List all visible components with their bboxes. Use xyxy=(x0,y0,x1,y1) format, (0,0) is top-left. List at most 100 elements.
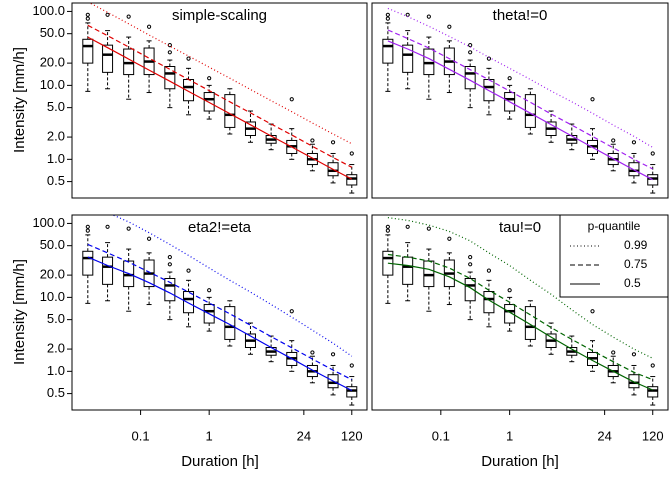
box xyxy=(102,256,114,285)
plot-area xyxy=(82,215,358,406)
legend-title: p-quantile xyxy=(588,219,641,233)
y-tick-label: 2.0 xyxy=(47,341,65,356)
box xyxy=(402,256,414,285)
outlier xyxy=(207,76,212,81)
outlier xyxy=(385,228,390,233)
legend-box xyxy=(559,214,669,298)
quantile-curve xyxy=(87,243,353,381)
outlier xyxy=(126,14,131,19)
box xyxy=(402,44,414,73)
outlier xyxy=(186,268,191,273)
y-tick-label: 20.0 xyxy=(40,267,65,282)
box xyxy=(524,306,536,340)
quantile-curve xyxy=(387,40,653,181)
x-axis-title: Duration [h] xyxy=(181,453,259,470)
outlier xyxy=(447,24,452,29)
outlier xyxy=(507,76,512,81)
outlier xyxy=(167,255,172,260)
y-tick-label: 0.5 xyxy=(47,173,65,188)
y-tick-label: 20.0 xyxy=(40,55,65,70)
y-tick-label: 10.0 xyxy=(40,289,65,304)
outlier xyxy=(468,43,473,48)
box xyxy=(647,174,659,186)
y-tick-label: 100.0 xyxy=(32,215,65,230)
outlier xyxy=(631,352,637,357)
box xyxy=(164,278,176,302)
box xyxy=(123,48,135,76)
outlier xyxy=(289,97,294,102)
box xyxy=(504,304,516,324)
outlier xyxy=(85,228,90,233)
y-tick-label: 1.0 xyxy=(47,151,65,166)
box xyxy=(346,386,358,398)
legend-label: 0.5 xyxy=(624,276,641,290)
outlier xyxy=(85,224,90,229)
box xyxy=(346,174,358,186)
outlier xyxy=(447,236,452,241)
y-axis-title: Intensity [mm/h] xyxy=(11,259,28,365)
outlier xyxy=(310,138,315,143)
outlier xyxy=(468,262,473,267)
box xyxy=(628,374,640,389)
outlier xyxy=(146,236,152,241)
outlier xyxy=(146,24,152,29)
legend-label: 0.75 xyxy=(624,257,648,271)
plot-area xyxy=(382,217,659,406)
y-tick-label: 5.0 xyxy=(47,311,65,326)
quantile-curve xyxy=(387,7,654,148)
x-tick-label: 120 xyxy=(642,428,664,443)
panel-frame xyxy=(71,2,368,199)
outlier xyxy=(105,12,110,17)
outlier xyxy=(507,288,512,293)
y-tick-label: 0.5 xyxy=(47,385,65,400)
quantile-curve xyxy=(387,253,653,381)
outlier xyxy=(590,309,595,314)
x-tick-label: 1 xyxy=(506,428,513,443)
outlier xyxy=(405,12,410,17)
panel-frame xyxy=(371,214,669,411)
quantile-curve xyxy=(387,29,653,170)
outlier xyxy=(349,363,354,368)
y-tick-label: 50.0 xyxy=(40,25,65,40)
panel-frame xyxy=(371,2,669,199)
outlier xyxy=(167,262,172,267)
outlier xyxy=(289,309,294,314)
box xyxy=(82,38,94,64)
outlier xyxy=(330,352,336,357)
x-tick-label: 0.1 xyxy=(132,428,150,443)
y-tick-label: 2.0 xyxy=(47,129,65,144)
outlier xyxy=(468,50,473,55)
outlier xyxy=(85,16,90,21)
plot-area xyxy=(382,7,659,194)
box xyxy=(628,162,640,177)
panel-title: eta2!=eta xyxy=(188,219,252,236)
box xyxy=(164,66,176,90)
x-tick-label: 1 xyxy=(206,428,213,443)
x-tick-label: 0.1 xyxy=(432,428,450,443)
outlier xyxy=(186,56,191,61)
box xyxy=(224,306,236,340)
outlier xyxy=(310,350,315,355)
outlier xyxy=(426,226,431,231)
legend-label: 0.99 xyxy=(624,238,648,252)
panel-frame xyxy=(71,214,368,411)
outlier xyxy=(405,224,410,229)
box xyxy=(183,291,195,314)
quantile-curve xyxy=(87,256,353,392)
outlier xyxy=(385,16,390,21)
box xyxy=(464,278,476,302)
outlier xyxy=(650,363,655,368)
x-tick-label: 120 xyxy=(341,428,363,443)
outlier xyxy=(611,138,616,143)
box xyxy=(102,44,114,73)
box xyxy=(224,94,236,128)
outlier xyxy=(650,151,655,156)
outlier xyxy=(631,140,637,145)
outlier xyxy=(167,50,172,55)
outlier xyxy=(611,350,616,355)
y-axis-title: Intensity [mm/h] xyxy=(11,47,28,153)
box xyxy=(382,38,394,64)
outlier xyxy=(330,140,336,145)
outlier xyxy=(385,224,390,229)
